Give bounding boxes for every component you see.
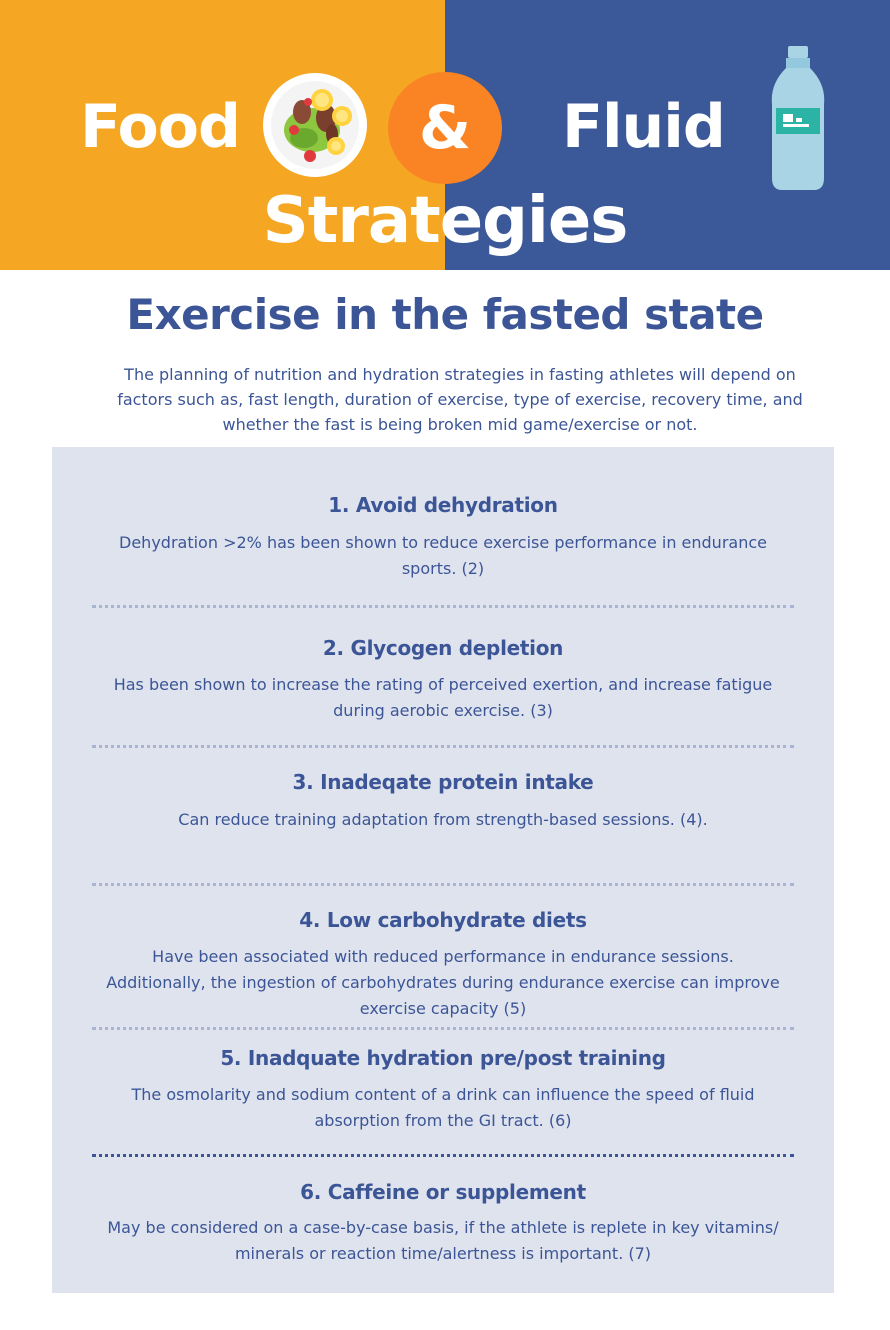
item-title: 6. Caffeine or supplement bbox=[300, 1180, 586, 1204]
divider bbox=[92, 883, 794, 886]
item-text: May be considered on a case-by-case basi… bbox=[107, 1218, 779, 1263]
item-title: 4. Low carbohydrate diets bbox=[299, 908, 587, 932]
item-title: 5. Inadquate hydration pre/post training bbox=[220, 1046, 666, 1070]
ampersand-text: & bbox=[418, 93, 472, 163]
strategies-panel: 1. Avoid dehydration Dehydration >2% has… bbox=[52, 447, 834, 1293]
header-subtitle: Strategies bbox=[262, 184, 629, 258]
divider bbox=[92, 1154, 794, 1157]
item-text: The osmolarity and sodium content of a d… bbox=[131, 1085, 755, 1130]
header-word-fluid: Fluid bbox=[562, 92, 726, 162]
item-title: 1. Avoid dehydration bbox=[328, 493, 558, 517]
header-banner: Food & Fluid Strategies bbox=[0, 0, 890, 270]
ampersand-badge: & bbox=[388, 72, 502, 184]
water-bottle-icon bbox=[771, 46, 825, 190]
divider bbox=[92, 1027, 794, 1030]
divider bbox=[92, 605, 794, 608]
header-word-food: Food bbox=[80, 92, 241, 162]
item-text: Have been associated with reduced perfor… bbox=[106, 947, 780, 1018]
item-title: 3. Inadeqate protein intake bbox=[292, 770, 594, 794]
divider bbox=[92, 745, 794, 748]
intro-paragraph: The planning of nutrition and hydration … bbox=[117, 365, 803, 434]
header-left-panel bbox=[0, 0, 445, 270]
page-title: Exercise in the fasted state bbox=[126, 290, 764, 339]
item-title: 2. Glycogen depletion bbox=[322, 636, 564, 660]
item-text: Has been shown to increase the rating of… bbox=[113, 675, 773, 720]
item-text: Can reduce training adaptation from stre… bbox=[178, 810, 708, 829]
item-text: Dehydration >2% has been shown to reduce… bbox=[119, 533, 767, 578]
salad-plate-icon bbox=[263, 73, 367, 177]
